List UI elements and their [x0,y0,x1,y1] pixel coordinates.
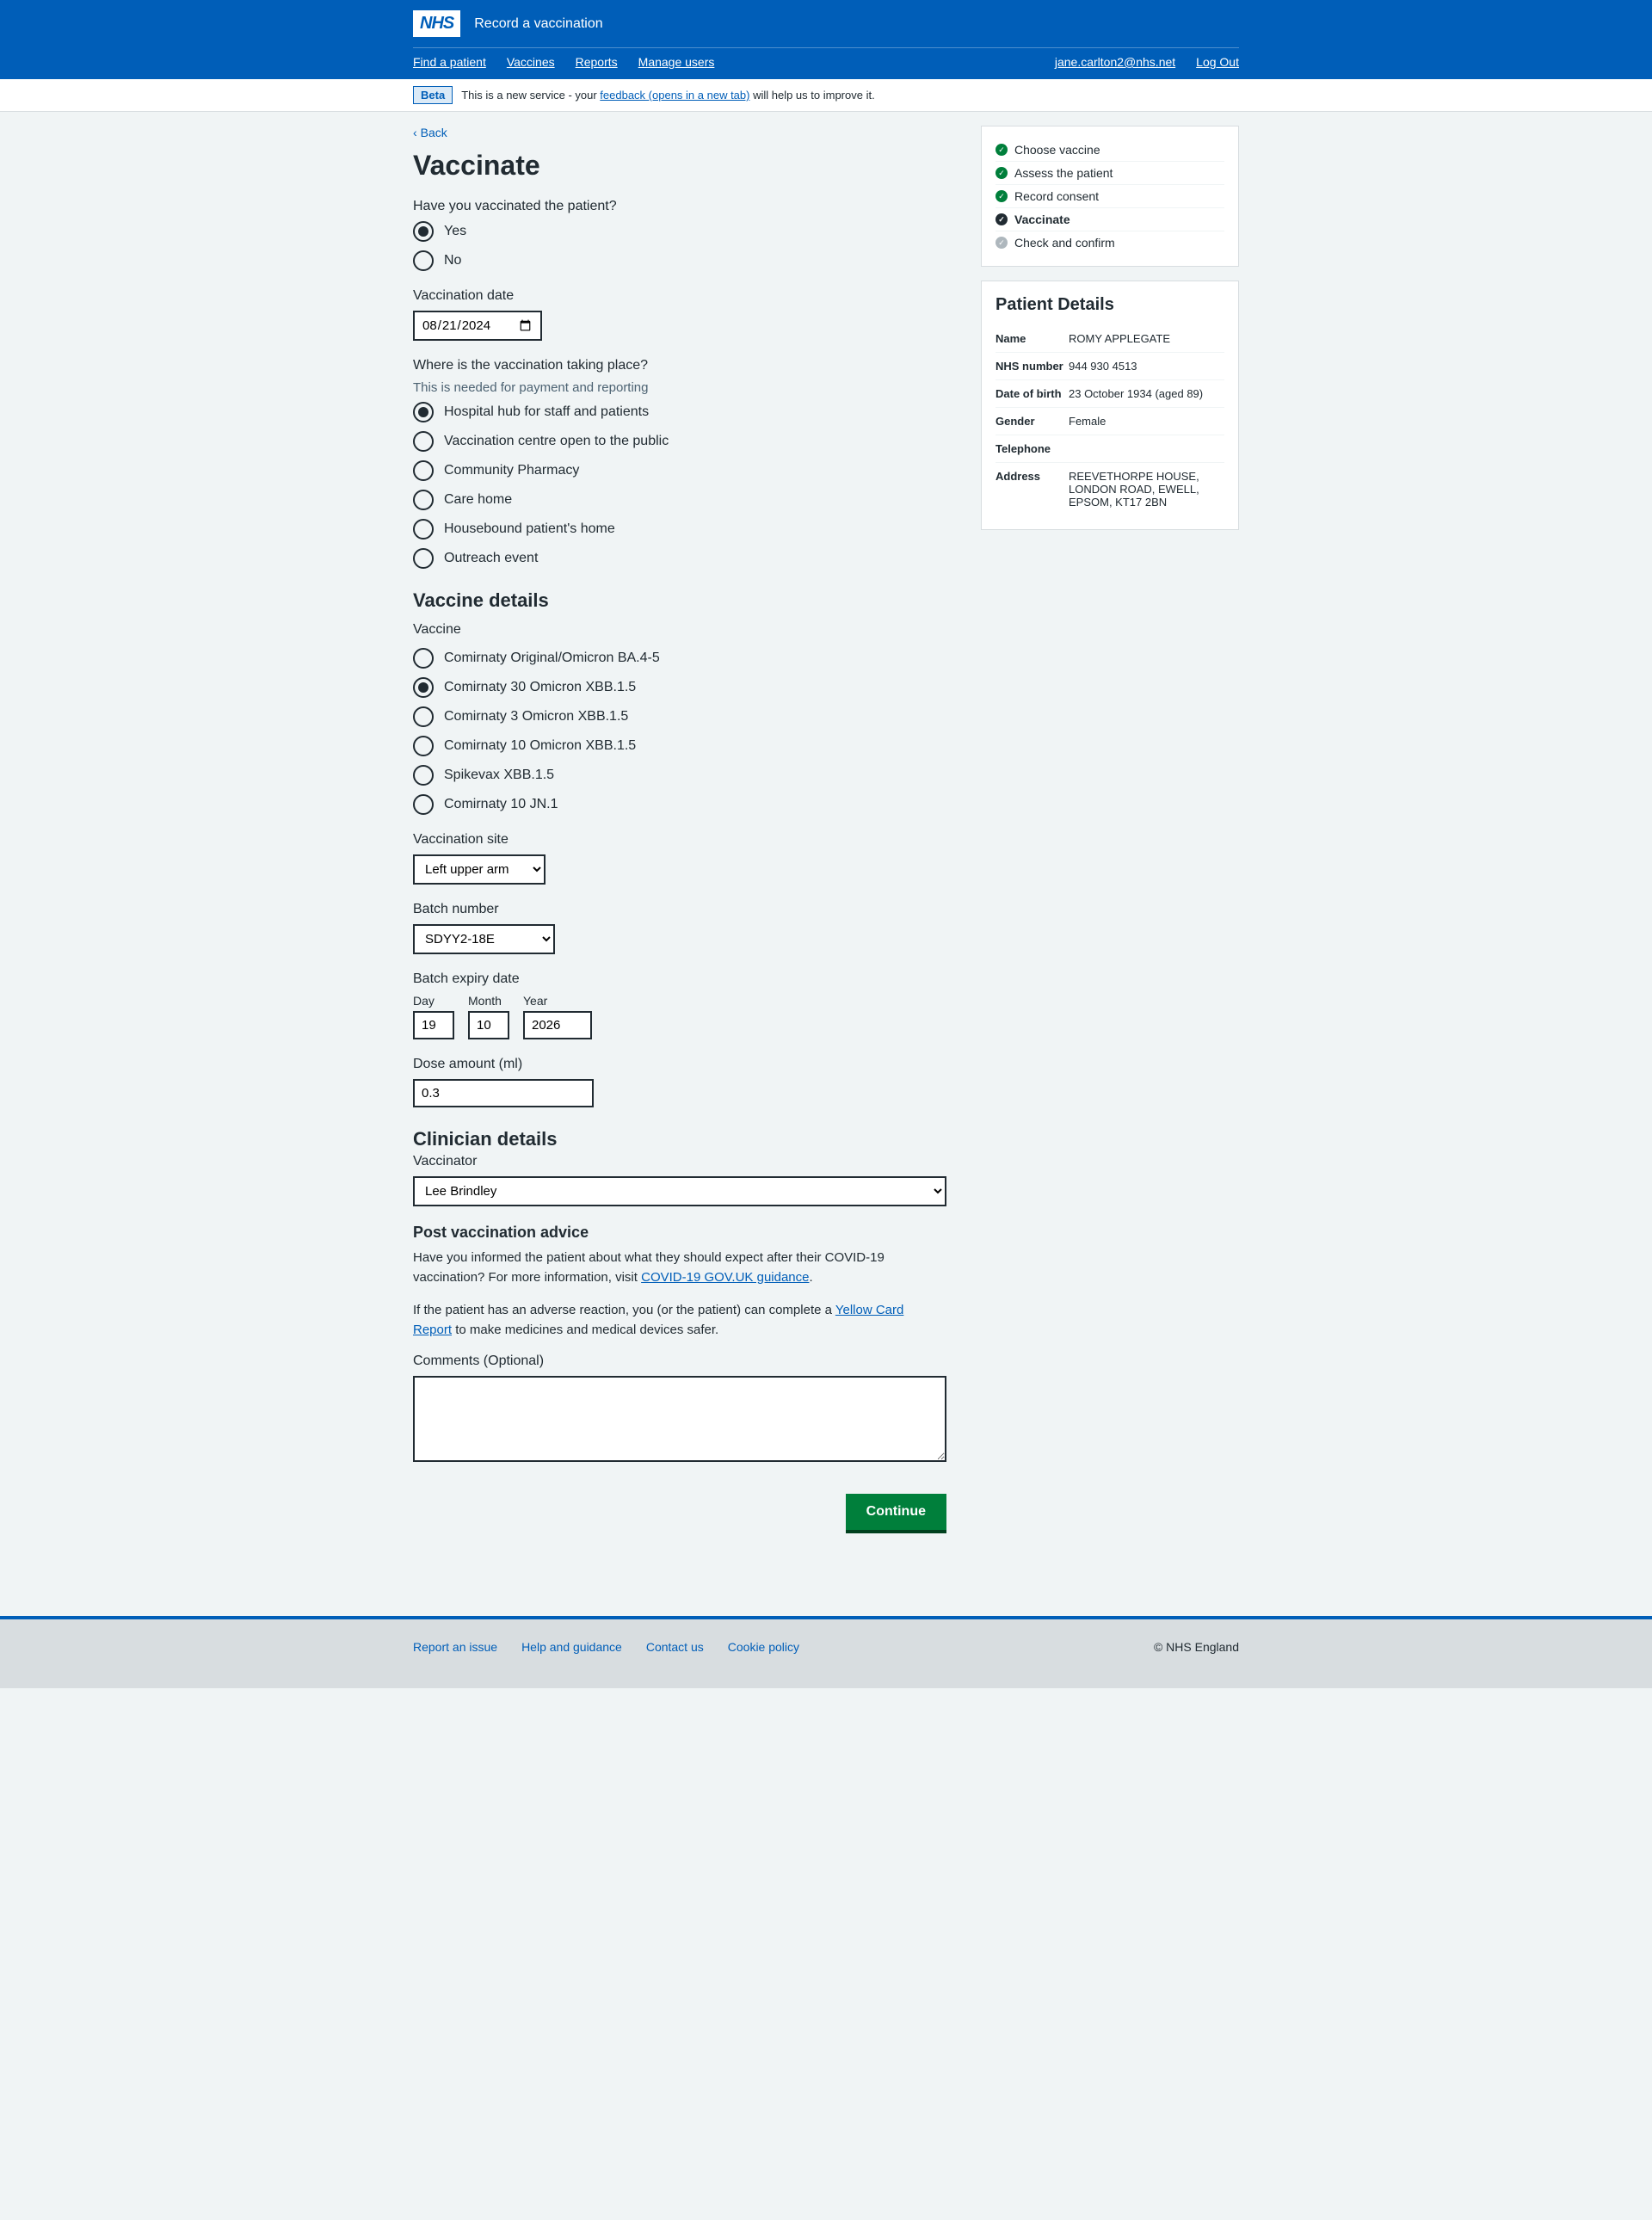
step-3: ✓Vaccinate [996,208,1224,231]
continue-button[interactable]: Continue [846,1494,946,1530]
footer-help[interactable]: Help and guidance [521,1640,622,1654]
location-label: Where is the vaccination taking place? [413,358,946,373]
vaccinator-select[interactable]: Lee Brindley [413,1176,946,1206]
nav-logout[interactable]: Log Out [1196,55,1239,69]
nav-manage-users[interactable]: Manage users [638,55,715,69]
govuk-guidance-link[interactable]: COVID-19 GOV.UK guidance [641,1270,809,1285]
radio-vaccine-4[interactable]: Spikevax XBB.1.5 [413,765,946,786]
radio-vaccine-5[interactable]: Comirnaty 10 JN.1 [413,794,946,815]
step-2: ✓Record consent [996,185,1224,208]
comments-label: Comments (Optional) [413,1354,946,1369]
nav-user-email[interactable]: jane.carlton2@nhs.net [1055,55,1175,69]
radio-vaccinated-yes[interactable]: Yes [413,221,946,242]
chevron-left-icon: ‹ [413,126,417,139]
beta-text: This is a new service - your feedback (o… [461,89,875,102]
footer-contact[interactable]: Contact us [646,1640,704,1654]
radio-vaccinated-no[interactable]: No [413,250,946,271]
vaccine-label: Vaccine [413,622,946,638]
patient-heading: Patient Details [996,295,1224,315]
expiry-year-label: Year [523,994,592,1008]
clinician-heading: Clinician details [413,1128,946,1150]
app-header: NHS Record a vaccination Find a patient … [0,0,1652,79]
main-form: ‹ Back Vaccinate Have you vaccinated the… [413,126,946,1530]
site-select[interactable]: Left upper arm [413,854,546,885]
patient-details-card: Patient Details NameROMY APPLEGATE NHS n… [981,281,1239,530]
vacc-date-input[interactable] [413,311,542,341]
dose-input[interactable] [413,1079,594,1107]
step-4: ✓Check and confirm [996,231,1224,254]
batch-select[interactable]: SDYY2-18E [413,924,555,954]
radio-vaccine-1[interactable]: Comirnaty 30 Omicron XBB.1.5 [413,677,946,698]
expiry-label: Batch expiry date [413,971,946,987]
beta-feedback-link[interactable]: feedback (opens in a new tab) [600,89,749,102]
primary-nav: Find a patient Vaccines Reports Manage u… [413,47,1239,79]
dose-label: Dose amount (ml) [413,1057,946,1072]
expiry-year-input[interactable] [523,1011,592,1039]
radio-location-3[interactable]: Care home [413,490,946,510]
q-vaccinated-label: Have you vaccinated the patient? [413,199,946,214]
expiry-month-input[interactable] [468,1011,509,1039]
footer-copyright: © NHS England [1154,1640,1239,1654]
vacc-date-label: Vaccination date [413,288,946,304]
radio-vaccine-2[interactable]: Comirnaty 3 Omicron XBB.1.5 [413,706,946,727]
step-icon: ✓ [996,190,1008,202]
site-label: Vaccination site [413,832,946,848]
footer-report-issue[interactable]: Report an issue [413,1640,497,1654]
radio-location-0[interactable]: Hospital hub for staff and patients [413,402,946,422]
step-icon: ✓ [996,213,1008,225]
step-1: ✓Assess the patient [996,162,1224,185]
advice-p2: If the patient has an adverse reaction, … [413,1301,929,1340]
radio-location-2[interactable]: Community Pharmacy [413,460,946,481]
advice-heading: Post vaccination advice [413,1224,946,1242]
footer-cookie[interactable]: Cookie policy [728,1640,799,1654]
step-icon: ✓ [996,237,1008,249]
step-icon: ✓ [996,167,1008,179]
nav-find-patient[interactable]: Find a patient [413,55,486,69]
step-0: ✓Choose vaccine [996,139,1224,162]
radio-location-1[interactable]: Vaccination centre open to the public [413,431,946,452]
nav-vaccines[interactable]: Vaccines [507,55,555,69]
beta-tag: Beta [413,86,453,104]
comments-textarea[interactable] [413,1376,946,1462]
sidebar: ✓Choose vaccine✓Assess the patient✓Recor… [981,126,1239,544]
back-link[interactable]: ‹ Back [413,126,447,139]
beta-banner: Beta This is a new service - your feedba… [0,79,1652,112]
batch-label: Batch number [413,902,946,917]
radio-location-4[interactable]: Housebound patient's home [413,519,946,540]
radio-vaccine-0[interactable]: Comirnaty Original/Omicron BA.4-5 [413,648,946,669]
footer: Report an issue Help and guidance Contac… [0,1616,1652,1688]
service-name: Record a vaccination [474,16,602,32]
expiry-month-label: Month [468,994,509,1008]
location-hint: This is needed for payment and reporting [413,380,946,395]
radio-location-5[interactable]: Outreach event [413,548,946,569]
radio-vaccine-3[interactable]: Comirnaty 10 Omicron XBB.1.5 [413,736,946,756]
vaccinator-label: Vaccinator [413,1154,946,1169]
nav-reports[interactable]: Reports [576,55,618,69]
expiry-day-input[interactable] [413,1011,454,1039]
page-title: Vaccinate [413,150,946,182]
step-icon: ✓ [996,144,1008,156]
advice-p1: Have you informed the patient about what… [413,1249,929,1287]
progress-steps: ✓Choose vaccine✓Assess the patient✓Recor… [981,126,1239,267]
nhs-logo: NHS [413,10,460,37]
expiry-day-label: Day [413,994,454,1008]
vaccine-details-heading: Vaccine details [413,589,946,612]
